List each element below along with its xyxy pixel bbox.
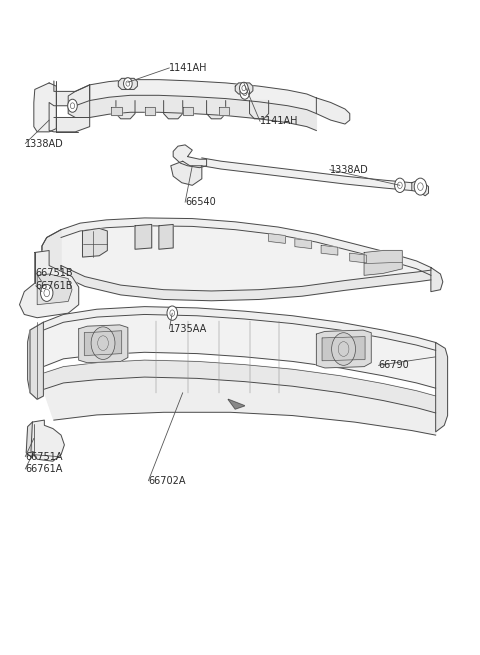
Polygon shape (202, 158, 412, 191)
Circle shape (167, 306, 178, 320)
Polygon shape (316, 330, 371, 368)
Polygon shape (173, 145, 206, 168)
Polygon shape (322, 337, 365, 361)
Polygon shape (364, 251, 402, 275)
Polygon shape (43, 314, 436, 388)
Polygon shape (235, 83, 253, 94)
Polygon shape (79, 325, 128, 363)
Polygon shape (431, 267, 443, 291)
Polygon shape (61, 226, 431, 291)
Polygon shape (269, 234, 285, 244)
Polygon shape (43, 377, 436, 435)
Text: 66540: 66540 (185, 197, 216, 207)
Circle shape (123, 78, 132, 90)
Polygon shape (436, 343, 447, 432)
Polygon shape (49, 81, 90, 132)
Polygon shape (43, 307, 436, 350)
Polygon shape (218, 107, 229, 115)
Circle shape (240, 86, 250, 99)
Text: 1141AH: 1141AH (260, 117, 299, 126)
Text: 66751A: 66751A (25, 452, 63, 462)
Text: 66751B: 66751B (36, 268, 73, 278)
Circle shape (332, 333, 356, 365)
Polygon shape (164, 100, 183, 119)
Text: 66790: 66790 (378, 360, 409, 370)
Polygon shape (68, 85, 90, 117)
Circle shape (240, 83, 248, 94)
Polygon shape (90, 96, 316, 130)
Polygon shape (31, 420, 64, 461)
Circle shape (68, 99, 77, 112)
Polygon shape (83, 229, 108, 257)
Polygon shape (28, 322, 43, 400)
Polygon shape (228, 400, 245, 409)
Polygon shape (171, 161, 202, 185)
Polygon shape (61, 265, 431, 301)
Polygon shape (116, 100, 135, 119)
Polygon shape (295, 239, 312, 249)
Circle shape (91, 327, 115, 360)
Polygon shape (135, 225, 152, 250)
Polygon shape (42, 230, 61, 272)
Circle shape (414, 178, 427, 195)
Circle shape (40, 284, 53, 301)
Text: 1338AD: 1338AD (25, 139, 64, 149)
Circle shape (395, 178, 405, 193)
Polygon shape (43, 360, 436, 413)
Polygon shape (61, 218, 431, 275)
Polygon shape (316, 98, 350, 124)
Polygon shape (111, 107, 121, 115)
Polygon shape (20, 251, 79, 318)
Text: 66702A: 66702A (148, 476, 186, 486)
Polygon shape (412, 180, 429, 196)
Text: 1338AD: 1338AD (330, 164, 369, 175)
Polygon shape (159, 225, 173, 250)
Polygon shape (206, 100, 226, 119)
Polygon shape (90, 80, 316, 113)
Text: 1735AA: 1735AA (169, 324, 208, 334)
Polygon shape (34, 83, 56, 132)
Polygon shape (250, 100, 269, 119)
Polygon shape (26, 422, 33, 458)
Polygon shape (321, 246, 338, 255)
Polygon shape (350, 253, 366, 263)
Polygon shape (144, 107, 155, 115)
Polygon shape (30, 322, 43, 400)
Text: 66761B: 66761B (36, 281, 73, 291)
Text: 1141AH: 1141AH (169, 63, 208, 73)
Polygon shape (84, 331, 121, 356)
Text: 66761A: 66761A (25, 464, 62, 474)
Polygon shape (37, 274, 72, 305)
Polygon shape (118, 79, 137, 90)
Polygon shape (183, 107, 193, 115)
